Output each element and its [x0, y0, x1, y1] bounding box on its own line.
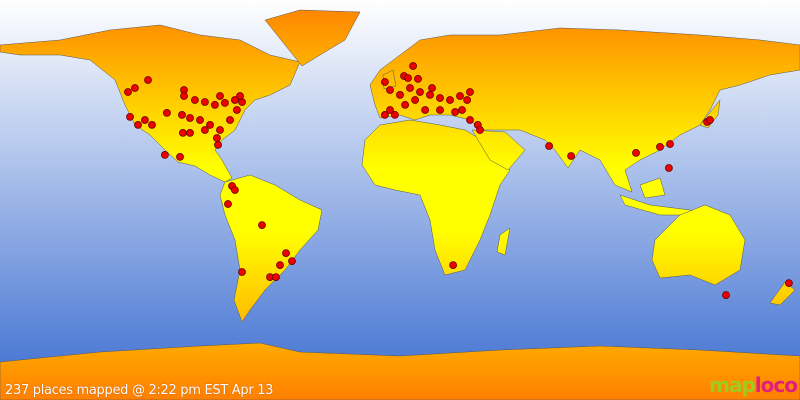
place-marker [446, 96, 454, 104]
place-marker [282, 249, 290, 258]
place-marker [180, 92, 188, 100]
place-marker [130, 84, 139, 92]
place-marker [200, 98, 209, 106]
place-marker [401, 101, 410, 109]
place-marker [466, 88, 474, 96]
place-marker [436, 106, 444, 114]
arabia [471, 129, 526, 171]
place-marker [665, 164, 673, 172]
place-marker [414, 75, 422, 83]
place-marker [396, 91, 404, 99]
place-marker [380, 78, 389, 86]
place-marker [124, 88, 132, 96]
place-marker [451, 108, 460, 116]
continents [0, 9, 800, 400]
new-zealand [769, 281, 796, 306]
place-marker [220, 99, 229, 107]
place-marker [216, 92, 224, 100]
place-marker [656, 142, 664, 151]
place-marker [238, 268, 246, 276]
place-marker [212, 134, 221, 142]
place-marker [411, 96, 420, 104]
south-america [219, 174, 323, 323]
place-marker [258, 221, 266, 230]
place-marker [200, 126, 209, 134]
place-marker [162, 109, 171, 117]
place-marker [230, 96, 239, 104]
antarctica [0, 342, 800, 400]
place-marker [567, 152, 575, 160]
place-marker [390, 111, 399, 119]
africa [361, 119, 511, 276]
place-marker [386, 86, 394, 94]
place-marker [785, 279, 793, 288]
place-marker [176, 152, 184, 161]
maploco-logo[interactable]: maploco [709, 373, 798, 397]
place-marker [186, 114, 194, 122]
logo-map: map [709, 373, 756, 397]
place-marker [463, 96, 472, 104]
place-marker [428, 84, 436, 92]
place-marker [236, 92, 244, 100]
place-marker [406, 84, 414, 92]
place-marker [186, 128, 194, 137]
place-marker [666, 140, 674, 148]
place-marker [232, 106, 241, 114]
place-marker [144, 76, 152, 84]
greenland [264, 9, 361, 67]
place-marker [426, 91, 434, 99]
place-marker [722, 291, 730, 300]
place-marker [206, 121, 214, 129]
place-marker [466, 116, 474, 124]
place-marker [449, 261, 458, 270]
place-marker [126, 113, 134, 121]
place-marker [545, 142, 553, 150]
place-marker [230, 186, 239, 194]
eurasia [369, 27, 800, 193]
logo-loco: loco [754, 373, 798, 397]
place-marker [216, 126, 224, 134]
place-marker [178, 111, 186, 119]
place-marker [190, 96, 199, 104]
place-marker [421, 106, 430, 114]
place-marker [409, 62, 418, 70]
markers [124, 62, 793, 300]
place-marker [224, 200, 232, 208]
place-marker [276, 261, 284, 270]
places-mapped-caption: 237 places mapped @ 2:22 pm EST Apr 13 [5, 383, 274, 398]
place-marker [140, 116, 149, 124]
place-marker [416, 88, 424, 96]
place-marker [632, 148, 640, 157]
place-marker [476, 126, 484, 134]
place-marker [226, 116, 234, 124]
place-marker [214, 140, 222, 149]
madagascar [496, 227, 511, 256]
place-marker [134, 121, 142, 129]
place-marker [148, 121, 156, 129]
australia [651, 204, 746, 286]
north-america [0, 24, 301, 183]
place-marker [456, 92, 464, 100]
place-marker [160, 150, 169, 159]
place-marker [436, 94, 444, 102]
place-marker [706, 116, 714, 124]
place-marker [178, 128, 187, 137]
place-marker [404, 74, 412, 82]
place-marker [458, 106, 466, 114]
place-marker [380, 111, 389, 119]
borneo [639, 177, 666, 199]
place-marker [196, 116, 204, 124]
place-marker [288, 257, 296, 266]
place-marker [386, 106, 394, 114]
place-marker [272, 273, 280, 282]
place-marker [210, 101, 219, 109]
